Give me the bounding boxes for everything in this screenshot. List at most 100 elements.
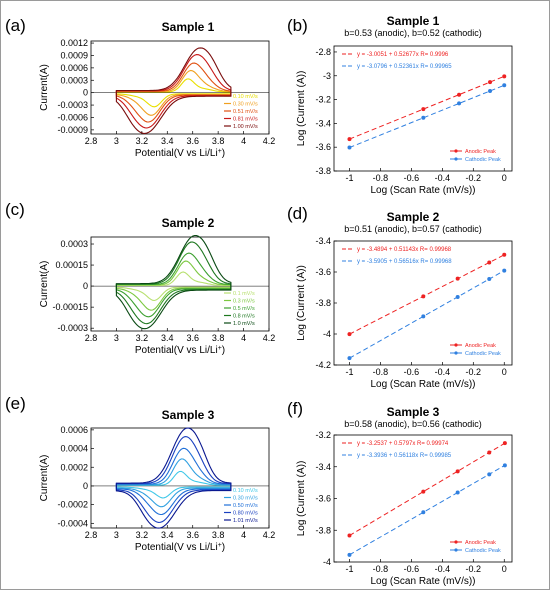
y-tick-label: 0.0003 [60,75,88,85]
y-tick-label: -0.0003 [57,323,88,333]
data-point [421,115,426,120]
fit-line [349,75,505,140]
y-tick-label: 0.0004 [60,444,88,454]
y-tick-label: -4 [323,329,331,339]
panel-label: (a) [5,16,26,35]
cv-curve-10mVs [115,234,232,330]
legend-label: Cathodic Peak [465,157,501,163]
x-tick-label: 3.6 [186,136,199,146]
y-tick-label: -3.6 [315,494,331,504]
fit-equation-label: y = -3.0051 + 0.52677x R= 0.9996 [357,52,449,58]
chart-title: Sample 2 [387,210,440,224]
x-tick-label: -0.8 [373,564,389,574]
y-tick-label: 0.0003 [60,239,88,249]
data-point [487,260,492,265]
y-tick-label: -3.2 [315,430,331,440]
y-tick-label: -3 [323,71,331,81]
data-point [488,80,493,85]
legend-label: 1.0 mV/s [233,321,255,327]
data-point [347,332,352,337]
y-tick-label: -0.0004 [57,518,88,528]
y-tick-label: 0.00015 [55,260,88,270]
y-tick-label: -3.6 [315,142,331,152]
data-point [502,268,507,273]
legend-label: Cathodic Peak [465,548,501,554]
x-axis-label-end: ) [222,542,225,553]
plot-frame [90,40,270,135]
data-point [502,441,507,446]
y-tick-label: -0.0003 [57,100,88,110]
data-point [347,356,352,361]
x-tick-label: -1 [345,173,353,183]
x-axis-label-end: ) [222,345,225,356]
data-point [502,83,507,88]
x-tick-label: 4 [241,530,246,540]
plot-frame [90,427,270,529]
fit-equation-label: y = -3.5905 + 0.56516x R= 0.99968 [357,259,452,265]
fit-equation-label: y = -3.2537 + 0.5797x R= 0.99974 [357,441,449,447]
x-tick-label: -1 [345,367,353,377]
x-tick-label: 4 [241,333,246,343]
x-tick-label: 3.4 [161,530,174,540]
x-tick-label: 3.8 [212,530,225,540]
y-tick-label: -0.0002 [57,500,88,510]
x-axis-label: Log (Scan Rate (mV/s)) [370,379,475,390]
chart-title: Sample 2 [162,216,215,230]
data-point [502,252,507,257]
legend-marker [454,351,458,355]
x-tick-label: -0.4 [435,564,451,574]
legend-label: 0.5 mV/s [233,306,255,312]
x-tick-label: -0.6 [404,564,420,574]
x-tick-label: 3.4 [161,136,174,146]
data-point [457,92,462,97]
data-point [487,472,492,477]
y-tick-label: 0.0012 [60,38,88,48]
legend-label: 0.81 mV/s [233,117,258,123]
y-tick-label: 0.0006 [60,63,88,73]
legend-label: 0.80 mV/s [233,511,258,517]
x-tick-label: 0 [502,367,507,377]
fit-line [349,254,505,335]
chart-title: Sample 1 [387,14,440,28]
panel-label: (f) [287,399,303,418]
y-tick-label: -3.8 [315,525,331,535]
x-tick-label: -0.6 [404,173,420,183]
x-axis-label: Log (Scan Rate (mV/s)) [370,576,475,587]
legend-marker [454,157,458,161]
legend-label: Anodic Peak [465,343,496,349]
x-tick-label: 3 [114,136,119,146]
x-tick-label: 0 [502,173,507,183]
y-tick-label: -3.4 [315,462,331,472]
data-point [455,469,460,474]
x-tick-label: 3 [114,530,119,540]
data-point [457,101,462,106]
plot-frame [90,236,270,332]
data-point [421,314,426,319]
legend-label: 0.3 mV/s [233,299,255,305]
y-tick-label: -2.8 [315,47,331,57]
y-tick-label: -3.8 [315,298,331,308]
legend-label: 0.30 mV/s [233,102,258,108]
data-point [421,510,426,515]
legend-label: 0.8 mV/s [233,314,255,320]
x-tick-label: -0.8 [373,367,389,377]
chart-subtitle: b=0.51 (anodic), b=0.57 (cathodic) [344,224,482,234]
x-tick-label: -1 [345,564,353,574]
legend-label: 0.10 mV/s [233,488,258,494]
data-point [502,463,507,468]
fit-line [349,84,505,148]
legend-marker [454,149,458,153]
x-tick-label: 3.6 [186,530,199,540]
chart-subtitle: b=0.53 (anodic), b=0.52 (cathodic) [344,28,482,38]
legend-marker [454,343,458,347]
panel-label: (c) [5,200,25,219]
x-tick-label: 3.2 [136,530,149,540]
x-axis-label-sup: + [218,542,222,549]
legend-label: Cathodic Peak [465,351,501,357]
x-tick-label: 3 [114,333,119,343]
legend-label: Anodic Peak [465,149,496,155]
fit-line [349,443,505,536]
y-tick-label: 0.0006 [60,425,88,435]
